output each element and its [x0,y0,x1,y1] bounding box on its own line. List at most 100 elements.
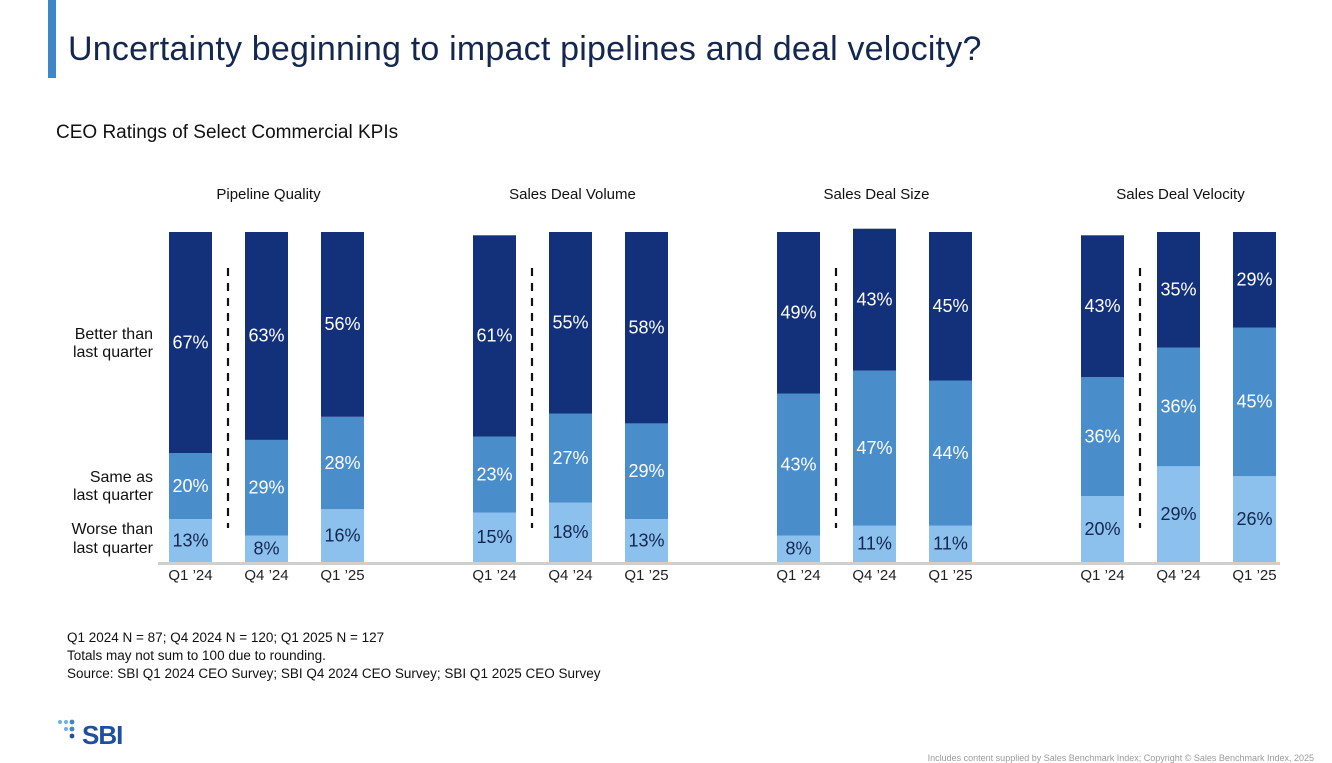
label-same-1-0: 23% [476,464,512,484]
label-same-3-0: 36% [1084,426,1120,446]
row-label-1-1: last quarter [73,487,154,504]
tick-label-3-0: Q1 ’24 [1080,567,1124,584]
label-better-3-1: 35% [1160,280,1196,300]
bar-same-0-0 [169,453,212,520]
logo-dots-icon [58,719,75,739]
bar-better-2-2 [929,232,972,381]
bar-worse-0-0 [169,519,212,562]
tick-label-1-2: Q1 ’25 [624,567,668,584]
label-better-1-0: 61% [476,326,512,346]
label-worse-0-2: 16% [324,525,360,545]
label-same-3-1: 36% [1160,397,1196,417]
footnotes: Q1 2024 N = 87; Q4 2024 N = 120; Q1 2025… [67,629,601,683]
bar-better-3-1 [1157,232,1200,348]
bar-better-1-1 [549,232,592,414]
bar-same-2-2 [929,380,972,526]
label-better-3-0: 43% [1084,296,1120,316]
label-same-2-1: 47% [856,438,892,458]
bar-better-0-2 [321,232,364,417]
tick-label-0-1: Q4 ’24 [244,567,288,584]
bar-better-2-1 [853,228,896,371]
bar-same-2-0 [777,393,820,536]
bar-better-1-2 [625,232,668,424]
tick-label-1-1: Q4 ’24 [548,567,592,584]
title-accent-bar [48,0,56,78]
tick-label-3-2: Q1 ’25 [1232,567,1276,584]
label-same-2-0: 43% [780,454,816,474]
bar-worse-2-0 [777,535,820,562]
label-same-0-2: 28% [324,453,360,473]
bar-better-1-0 [473,235,516,437]
logo-text: SBI [82,720,123,750]
bar-worse-0-2 [321,509,364,562]
bar-same-1-2 [625,423,668,520]
label-worse-1-1: 18% [552,522,588,542]
tick-label-2-1: Q4 ’24 [852,567,896,584]
panel-title-2: Sales Deal Size [824,186,930,203]
bar-same-2-1 [853,370,896,526]
panel-title-0: Pipeline Quality [216,186,321,203]
bar-better-3-2 [1233,232,1276,328]
bar-same-3-2 [1233,327,1276,477]
label-same-3-2: 45% [1236,392,1272,412]
footnote-sample-sizes: Q1 2024 N = 87; Q4 2024 N = 120; Q1 2025… [67,630,385,645]
row-label-0-0: Better than [75,326,153,343]
label-worse-1-0: 15% [476,527,512,547]
bar-same-3-0 [1081,377,1124,496]
label-worse-2-1: 11% [857,534,892,554]
bar-worse-0-1 [245,535,288,562]
label-better-0-1: 63% [248,326,284,346]
sbi-logo: SBI [56,718,146,754]
footnote-rounding: Totals may not sum to 100 due to roundin… [67,648,326,663]
label-same-0-0: 20% [172,476,208,496]
bar-worse-1-2 [625,519,668,562]
bar-better-3-0 [1081,235,1124,378]
tick-label-1-0: Q1 ’24 [472,567,516,584]
tick-label-0-0: Q1 ’24 [168,567,212,584]
label-better-2-2: 45% [932,296,968,316]
bar-worse-1-1 [549,502,592,562]
label-better-0-2: 56% [324,314,360,334]
label-worse-3-0: 20% [1084,519,1120,539]
row-label-2-1: last quarter [73,540,154,557]
label-same-1-1: 27% [552,448,588,468]
bar-better-2-0 [777,232,820,394]
bar-same-0-2 [321,416,364,510]
bar-same-1-0 [473,436,516,513]
label-worse-0-0: 13% [172,530,208,550]
bar-worse-3-2 [1233,476,1276,562]
bar-same-1-1 [549,413,592,503]
row-label-2-0: Worse than [71,521,153,538]
label-better-3-2: 29% [1236,270,1272,290]
x-axis-baseline [158,562,1280,565]
label-worse-3-2: 26% [1236,509,1272,529]
panel-title-1: Sales Deal Volume [509,186,636,203]
label-better-0-0: 67% [172,332,208,352]
label-same-2-2: 44% [932,443,968,463]
label-better-1-1: 55% [552,313,588,333]
label-same-0-1: 29% [248,478,284,498]
bar-better-0-0 [169,232,212,454]
bar-better-0-1 [245,232,288,440]
bar-worse-3-0 [1081,496,1124,562]
label-worse-3-1: 29% [1160,504,1196,524]
page-title: Uncertainty beginning to impact pipeline… [68,30,982,68]
tick-label-3-1: Q4 ’24 [1156,567,1200,584]
bar-worse-2-2 [929,525,972,562]
copyright-notice: Includes content supplied by Sales Bench… [927,753,1314,763]
panel-title-3: Sales Deal Velocity [1116,186,1245,203]
row-label-0-1: last quarter [73,344,154,361]
bar-same-0-1 [245,439,288,536]
bar-worse-2-1 [853,525,896,562]
label-better-2-1: 43% [856,289,892,309]
footnote-source: Source: SBI Q1 2024 CEO Survey; SBI Q4 2… [67,666,601,681]
bar-same-3-1 [1157,347,1200,467]
label-same-1-2: 29% [628,461,664,481]
tick-label-0-2: Q1 ’25 [320,567,364,584]
label-better-1-2: 58% [628,317,664,337]
tick-label-2-2: Q1 ’25 [928,567,972,584]
bar-worse-3-1 [1157,466,1200,562]
tick-label-2-0: Q1 ’24 [776,567,820,584]
chart-subtitle: CEO Ratings of Select Commercial KPIs [56,122,399,143]
